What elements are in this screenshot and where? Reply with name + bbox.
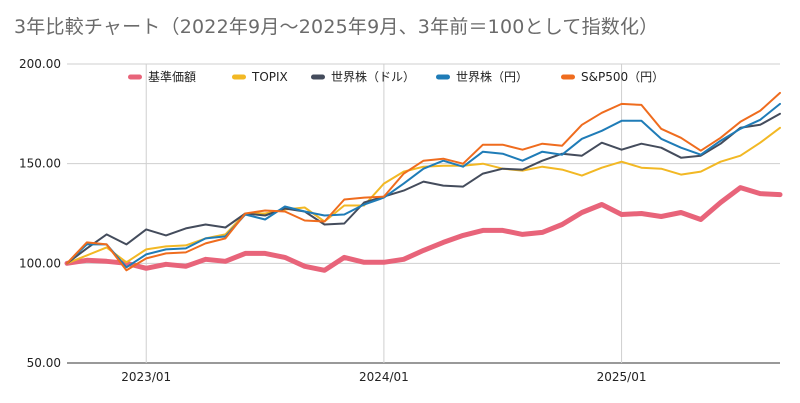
series-line-3	[66, 102, 781, 269]
series-line-1	[66, 126, 781, 265]
legend-label: 世界株（円）	[456, 69, 528, 84]
x-tick-label: 2024/01	[359, 370, 409, 384]
legend-label: 世界株（ドル）	[331, 69, 415, 84]
y-tick-label: 50.00	[27, 356, 61, 370]
legend-swatch	[436, 74, 450, 80]
legend-label: 基準価額	[148, 69, 196, 84]
legend: 基準価額 TOPIX 世界株（ドル） 世界株（円） S&P500（円）	[128, 69, 664, 84]
legend-swatch	[128, 74, 142, 80]
y-tick-label: 100.00	[19, 256, 61, 270]
y-tick-label: 150.00	[19, 157, 61, 171]
legend-swatch	[311, 74, 325, 80]
y-tick-label: 200.00	[19, 57, 61, 71]
chart-title: 3年比較チャート（2022年9月〜2025年9月、3年前＝100として指数化）	[14, 16, 659, 38]
gridlines	[67, 63, 780, 364]
legend-label: S&P500（円）	[581, 70, 664, 84]
x-tick-label: 2025/01	[597, 370, 647, 384]
x-tick-label: 2023/01	[121, 370, 171, 384]
legend-label: TOPIX	[251, 70, 288, 84]
series-line-4	[66, 91, 781, 272]
legend-swatch	[232, 74, 246, 80]
axis-labels: 50.00 100.00 150.00 200.00 2023/01 2024/01 202…	[19, 57, 646, 384]
series-line-2	[66, 112, 781, 265]
legend-swatch	[561, 74, 575, 80]
series-line-0	[64, 185, 783, 273]
series-lines	[64, 91, 783, 273]
